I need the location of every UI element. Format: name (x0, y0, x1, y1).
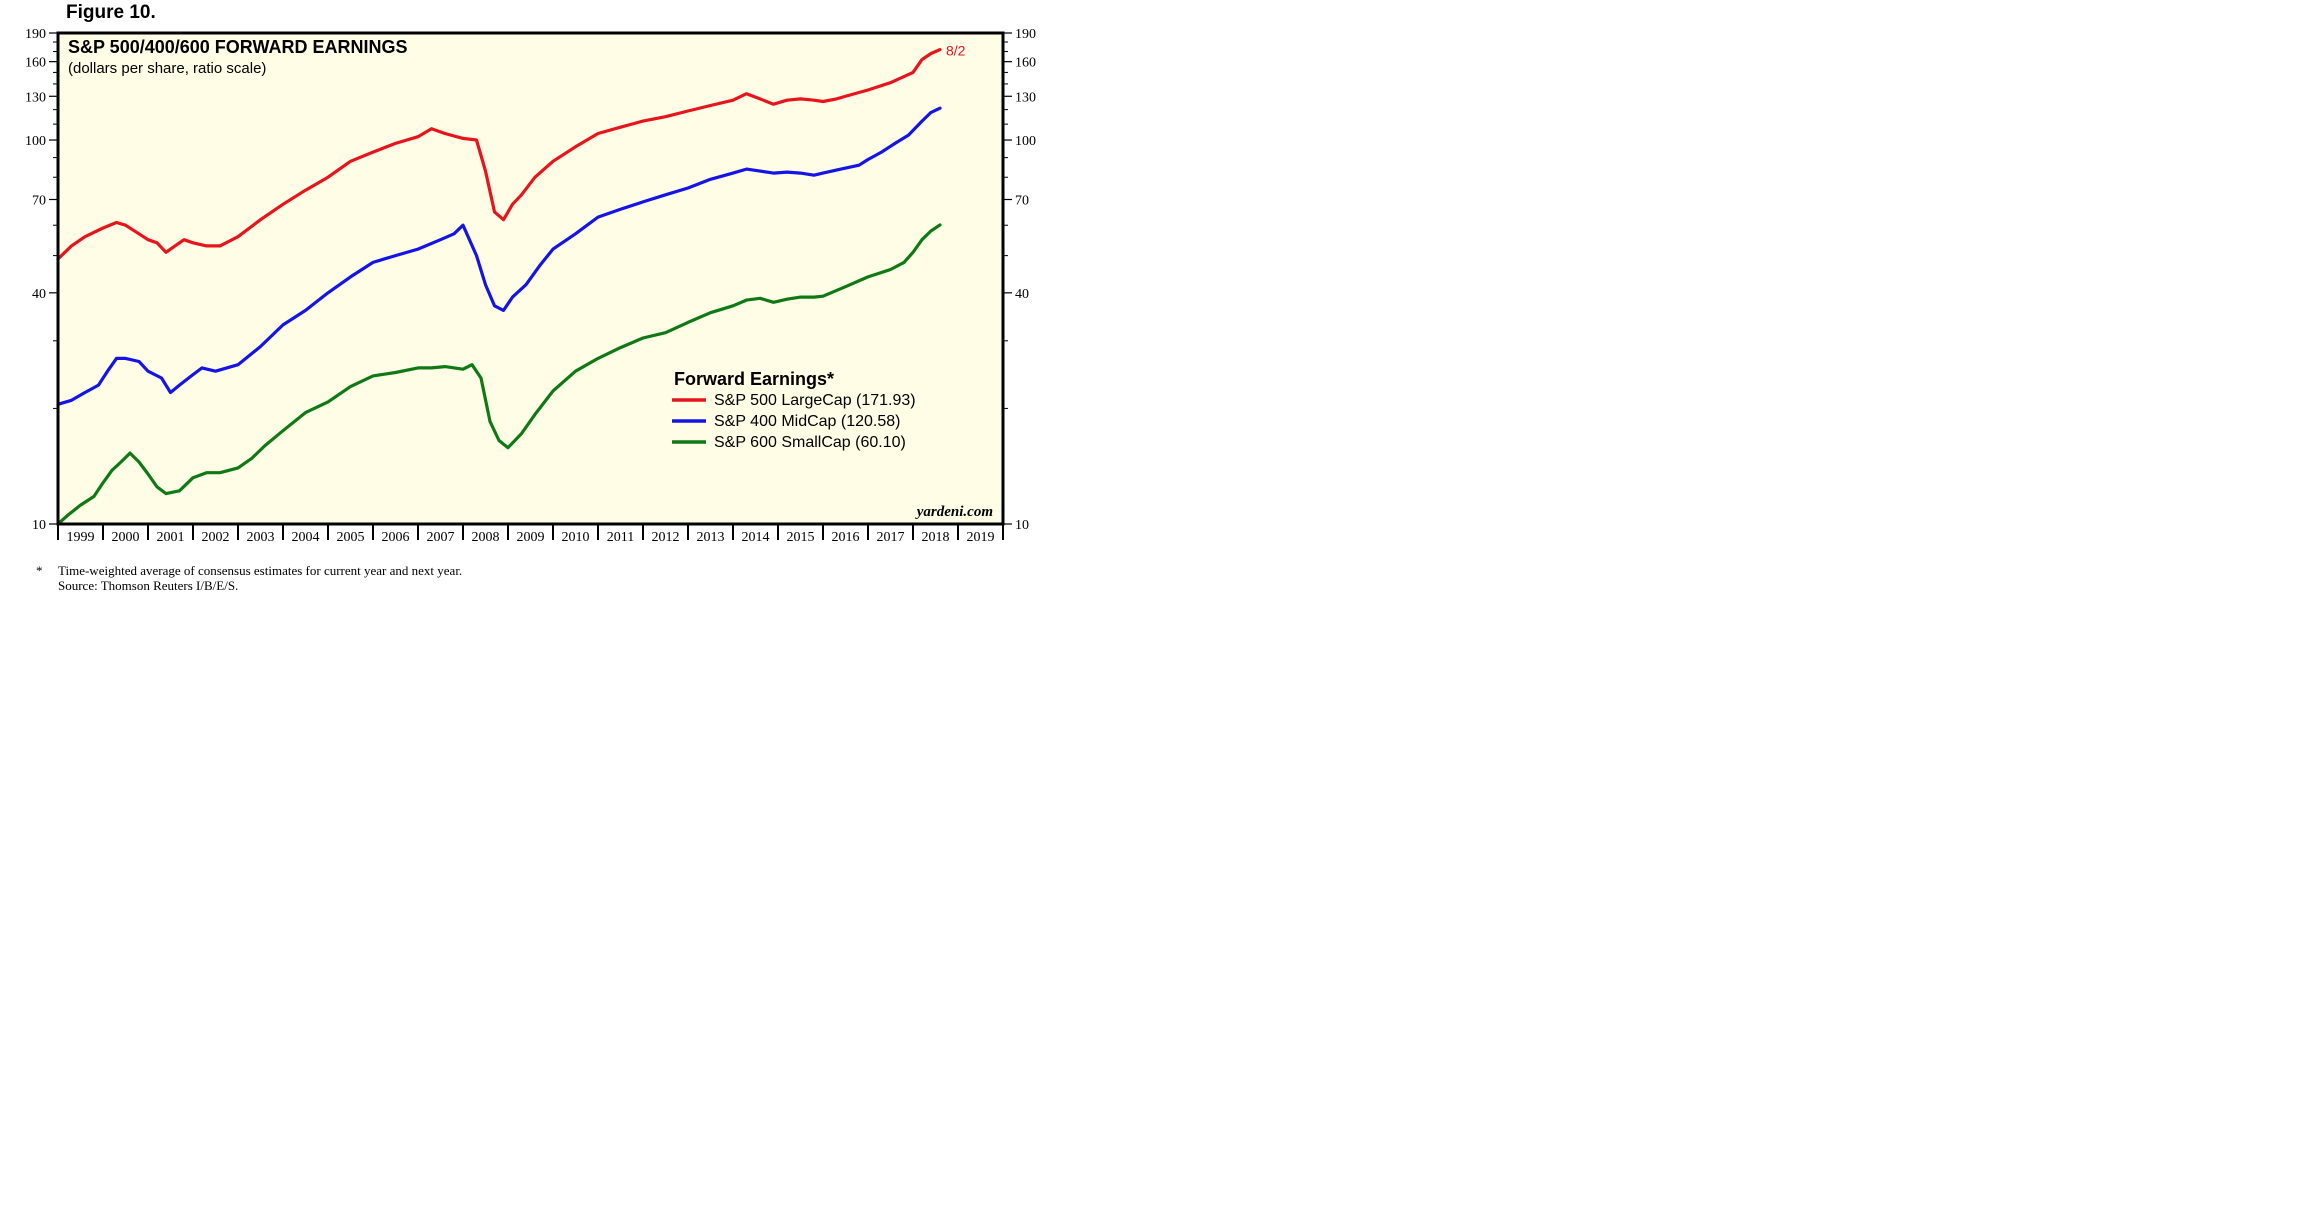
chart-title: S&P 500/400/600 FORWARD EARNINGS (68, 37, 407, 57)
series-line-1 (56, 106, 942, 406)
footnote-source: Source: Thomson Reuters I/B/E/S. (58, 578, 239, 593)
y-tick-label-right: 100 (1015, 134, 1036, 149)
series-layer (56, 47, 942, 526)
x-tick-label: 2007 (427, 530, 455, 545)
x-tick-label: 2015 (787, 530, 815, 545)
legend-label-1: S&P 400 MidCap (120.58) (714, 413, 900, 430)
y-tick-label-right: 160 (1015, 56, 1036, 71)
left-y-axis: 10 40 70 100 130 160 190 (25, 27, 58, 533)
y-tick-label-left: 10 (32, 518, 46, 533)
y-tick-label-right: 70 (1015, 194, 1029, 209)
x-tick-label: 2019 (967, 530, 995, 545)
y-tick-label-right: 10 (1015, 518, 1029, 533)
legend-title: Forward Earnings* (674, 369, 834, 389)
y-tick-label-left: 40 (32, 287, 46, 302)
y-tick-label-right: 130 (1015, 90, 1036, 105)
y-tick-label-left: 160 (25, 56, 46, 71)
x-tick-label: 2004 (292, 530, 320, 545)
series-line-2 (56, 223, 942, 526)
right-y-axis: 10 40 70 100 130 160 190 (1003, 27, 1036, 533)
x-tick-label: 2001 (157, 530, 185, 545)
y-tick-label-left: 100 (25, 134, 46, 149)
y-tick-label-left: 70 (32, 194, 46, 209)
x-tick-label: 2006 (382, 530, 410, 545)
y-tick-label-right: 190 (1015, 27, 1036, 42)
y-tick-label-left: 130 (25, 90, 46, 105)
x-tick-label: 2013 (697, 530, 725, 545)
legend-label-2: S&P 600 SmallCap (60.10) (714, 434, 906, 451)
end-date-label: 8/2 (946, 43, 966, 59)
x-tick-label: 1999 (67, 530, 95, 545)
x-tick-label: 2016 (832, 530, 860, 545)
legend-label-0: S&P 500 LargeCap (171.93) (714, 392, 916, 409)
x-tick-label: 2009 (517, 530, 545, 545)
x-tick-label: 2000 (112, 530, 140, 545)
x-tick-label: 2008 (472, 530, 500, 545)
plot-border (56, 31, 1005, 526)
x-tick-label: 2002 (202, 530, 230, 545)
legend: Forward Earnings* S&P 500 LargeCap (171.… (672, 369, 916, 451)
footnote-text: Time-weighted average of consensus estim… (58, 563, 463, 578)
x-tick-label: 2005 (337, 530, 365, 545)
credit-label: yardeni.com (915, 504, 993, 520)
x-tick-label: 2011 (607, 530, 634, 545)
y-tick-label-right: 40 (1015, 287, 1029, 302)
footnote-star: * (36, 563, 43, 578)
x-axis: 1999 2000 2001 2002 2003 2004 2005 2006 2007 2008… (57, 524, 1004, 545)
chart-subtitle: (dollars per share, ratio scale) (68, 60, 266, 77)
y-tick-label-left: 190 (25, 27, 46, 42)
x-tick-label: 2003 (247, 530, 275, 545)
x-tick-label: 2014 (742, 530, 770, 545)
series-line-0 (56, 47, 942, 261)
x-tick-label: 2018 (922, 530, 950, 545)
x-tick-label: 2012 (652, 530, 680, 545)
x-tick-label: 2010 (562, 530, 590, 545)
figure-label: Figure 10. (66, 2, 156, 23)
footnote: * Time-weighted average of consensus esti… (36, 563, 462, 593)
x-tick-label: 2017 (877, 530, 905, 545)
